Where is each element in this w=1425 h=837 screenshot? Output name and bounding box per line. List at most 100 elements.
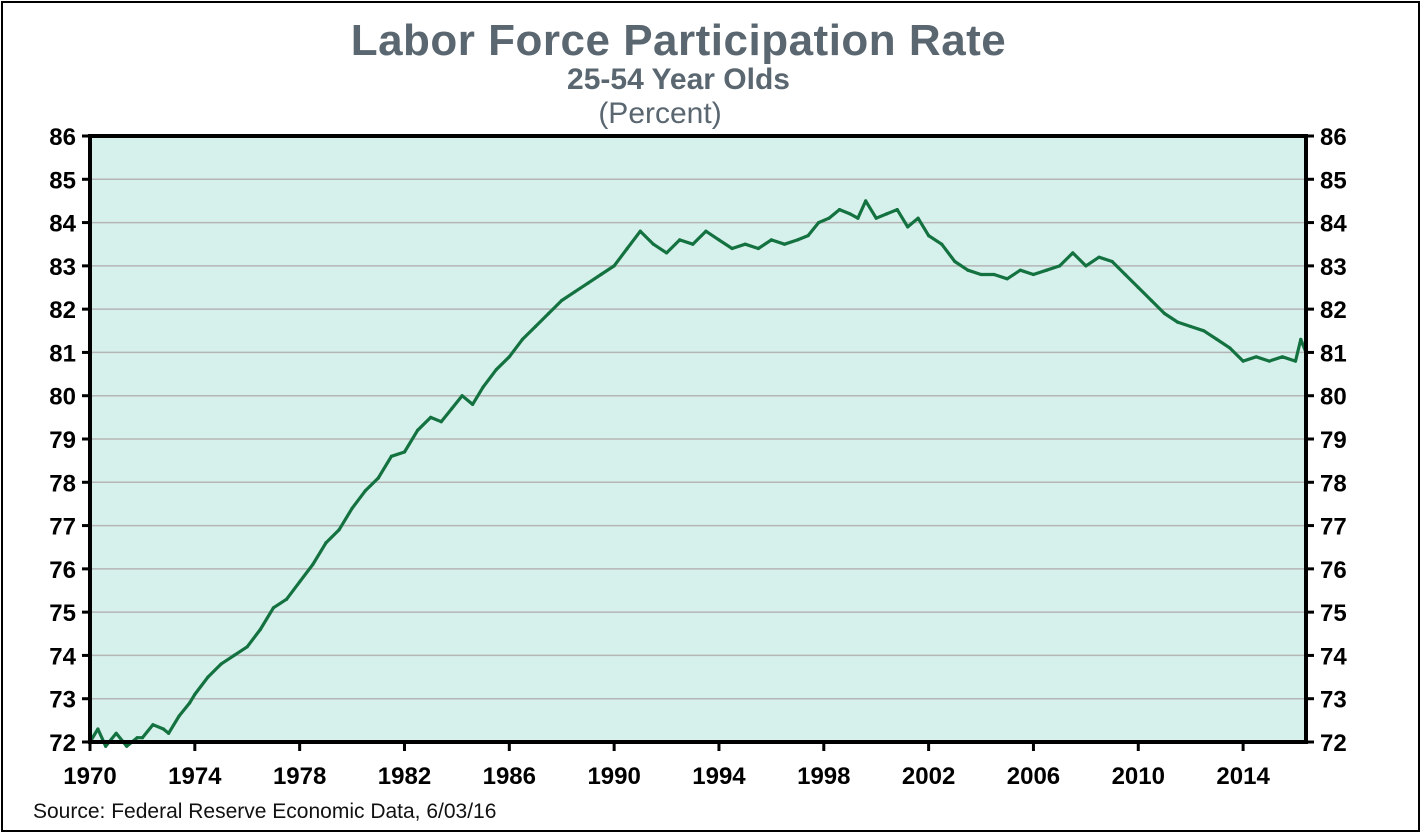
data-point: [638, 229, 642, 233]
y-tick-label: 73: [49, 687, 76, 714]
y-tick-label: 75: [49, 600, 76, 627]
data-point: [874, 216, 878, 220]
y-axis-right: 72 73 74 75 76 77 78 79 80 81 82 83 84 85 86: [1306, 124, 1347, 757]
data-point: [966, 268, 970, 272]
y-tick-label: 81: [1320, 340, 1347, 367]
data-point: [1149, 298, 1153, 303]
data-point: [979, 272, 983, 277]
source-note: Source: Federal Reserve Economic Data, 6…: [33, 800, 497, 823]
y-tick-label: 73: [1320, 687, 1347, 714]
y-tick-label: 82: [1320, 297, 1347, 324]
data-point: [806, 234, 810, 238]
data-point: [691, 242, 695, 246]
data-point: [906, 225, 910, 229]
y-tick-label: 85: [1320, 167, 1347, 194]
data-point: [704, 229, 708, 233]
y-tick-label: 72: [49, 730, 76, 757]
y-tick-label: 79: [1320, 427, 1347, 454]
data-point: [927, 234, 931, 238]
data-point: [520, 337, 525, 341]
data-point: [895, 208, 899, 212]
y-tick-label: 72: [1320, 730, 1347, 757]
data-point: [940, 242, 944, 246]
y-tick-label: 74: [49, 643, 76, 670]
data-point: [114, 731, 118, 735]
data-point: [599, 272, 603, 277]
data-point: [1202, 329, 1206, 333]
x-tick-label: 2010: [1112, 763, 1165, 790]
data-point: [1136, 285, 1140, 290]
data-point: [827, 216, 831, 220]
gridlines: [90, 178, 1306, 700]
y-tick-label: 84: [1320, 211, 1347, 238]
data-point: [429, 415, 433, 419]
data-point: [460, 394, 464, 398]
data-point: [533, 324, 538, 329]
data-point: [560, 298, 564, 303]
y-tick-label: 76: [1320, 557, 1347, 584]
y-tick-label: 83: [49, 254, 76, 281]
y-tick-label: 81: [49, 340, 76, 367]
y-tick-label: 83: [1320, 254, 1347, 281]
data-point: [586, 281, 590, 285]
data-point: [1071, 251, 1075, 255]
x-tick-label: 1974: [168, 763, 222, 790]
data-point: [135, 736, 139, 740]
data-point: [730, 246, 734, 251]
data-point: [285, 597, 289, 601]
data-point: [1280, 355, 1284, 359]
data-point: [232, 653, 236, 658]
data-point: [1110, 259, 1114, 264]
data-point: [817, 221, 821, 225]
data-point: [219, 662, 223, 666]
data-point: [1058, 264, 1062, 268]
y-tick-label: 80: [49, 384, 76, 411]
data-point: [193, 692, 197, 697]
data-point: [324, 541, 328, 545]
data-point: [1189, 324, 1193, 329]
x-tick-label: 1978: [273, 763, 326, 790]
data-point: [337, 528, 341, 532]
y-tick-label: 76: [49, 557, 76, 584]
data-point: [206, 675, 210, 679]
chart-unit-label: (Percent): [598, 97, 722, 130]
y-tick-label: 77: [49, 514, 76, 541]
data-point: [743, 242, 747, 246]
data-point: [167, 731, 171, 735]
data-point: [992, 272, 996, 277]
data-point: [864, 199, 868, 203]
x-tick-label: 1994: [692, 763, 746, 790]
chart-title: Labor Force Participation Rate: [350, 16, 1007, 65]
data-point: [507, 355, 511, 359]
data-point: [796, 238, 800, 242]
x-tick-label: 1970: [63, 763, 116, 790]
x-tick-label: 2014: [1216, 763, 1270, 790]
y-axis-left: 72 73 74 75 76 77 78 79 80 81 82 83 84 85 86: [49, 124, 90, 757]
x-tick-label: 2006: [1007, 763, 1060, 790]
y-tick-label: 78: [1320, 470, 1347, 497]
y-tick-label: 75: [1320, 600, 1347, 627]
data-point: [350, 506, 354, 510]
plot-border: [88, 134, 1308, 744]
data-point: [916, 216, 920, 220]
data-point: [782, 242, 787, 246]
data-point: [1005, 277, 1009, 281]
data-point: [1031, 272, 1035, 277]
data-point: [450, 407, 454, 411]
data-point: [1293, 359, 1298, 363]
data-point: [1084, 264, 1088, 268]
series-points: [88, 199, 1308, 748]
data-point: [271, 606, 275, 610]
x-tick-label: 1982: [378, 763, 431, 790]
y-tick-label: 85: [49, 167, 76, 194]
data-point: [573, 290, 577, 294]
data-point: [856, 216, 860, 220]
data-point: [104, 744, 108, 748]
data-point: [1215, 337, 1219, 341]
y-tick-label: 80: [1320, 384, 1347, 411]
data-point: [1162, 311, 1167, 316]
data-point: [1123, 272, 1127, 277]
data-point: [96, 727, 100, 731]
y-tick-label: 86: [1320, 124, 1347, 151]
